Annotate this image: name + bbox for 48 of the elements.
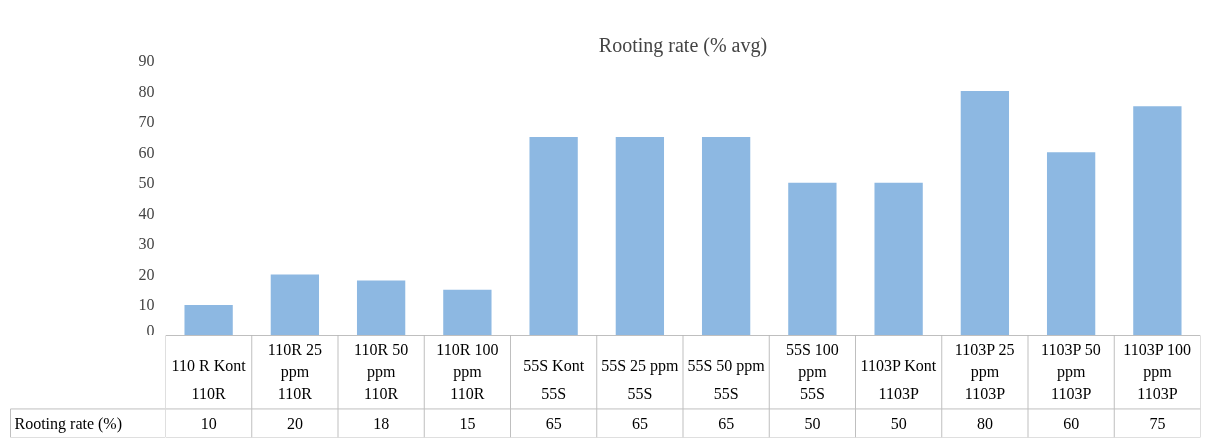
y-tick-label: 80 [138,82,155,100]
bar [788,182,837,335]
y-tick-label: 60 [138,143,155,161]
y-tick-label: 20 [138,265,155,283]
data-label: 65 [718,414,735,432]
data-label: 65 [631,414,648,432]
data-label: 18 [373,414,390,432]
bar [270,274,320,335]
data-label: 75 [1149,414,1166,432]
y-tick-label: 70 [138,113,155,131]
bar [874,182,923,335]
x-tick-label: 110 R Kont 110R [171,356,247,403]
bar [701,136,751,335]
x-tick-label: 55S 100 ppm 55S [785,340,839,403]
y-tick-label: 90 [138,52,155,69]
data-label: 80 [976,414,993,432]
x-tick-label: 110R 100 ppm 110R [436,340,499,403]
y-tick-label: 30 [138,235,155,253]
y-tick-label: 50 [138,174,155,192]
data-label: 15 [459,414,476,432]
y-tick-label: 0 [146,321,155,339]
data-label: 60 [1063,414,1080,432]
chart-title: Rooting rate (% avg) [598,33,768,57]
x-tick-label: 55S 50 ppm 55S [687,356,766,403]
x-tick-label: 55S 25 ppm 55S [601,356,680,403]
bar [1133,106,1182,335]
data-label: 20 [286,414,303,432]
x-tick-label: 1103P Kont 1103P [860,356,937,403]
bar [1046,152,1096,335]
data-label: 50 [890,414,907,432]
bar [356,280,406,335]
x-tick-label: 110R 50 ppm 110R [354,340,409,403]
y-tick-label: 40 [138,204,155,222]
x-tick-label: 1103P 25 ppm 1103P [954,340,1015,403]
bar [184,304,233,335]
data-label: 10 [200,414,217,432]
x-tick-label: 1103P 50 ppm 1103P [1040,340,1101,403]
bar [615,136,665,335]
bar [960,91,1010,335]
y-tick-label: 10 [138,296,155,314]
data-label: 50 [804,414,821,432]
x-tick-label: 55S Kont 55S [523,356,585,403]
data-label: 65 [545,414,562,432]
text: Rooting rate (%) [14,414,123,433]
bar [443,289,492,335]
x-tick-label: 110R 25 ppm 110R [267,340,322,403]
x-tick-label: 1103P 100 ppm 1103P [1123,340,1191,403]
bar [529,136,578,335]
